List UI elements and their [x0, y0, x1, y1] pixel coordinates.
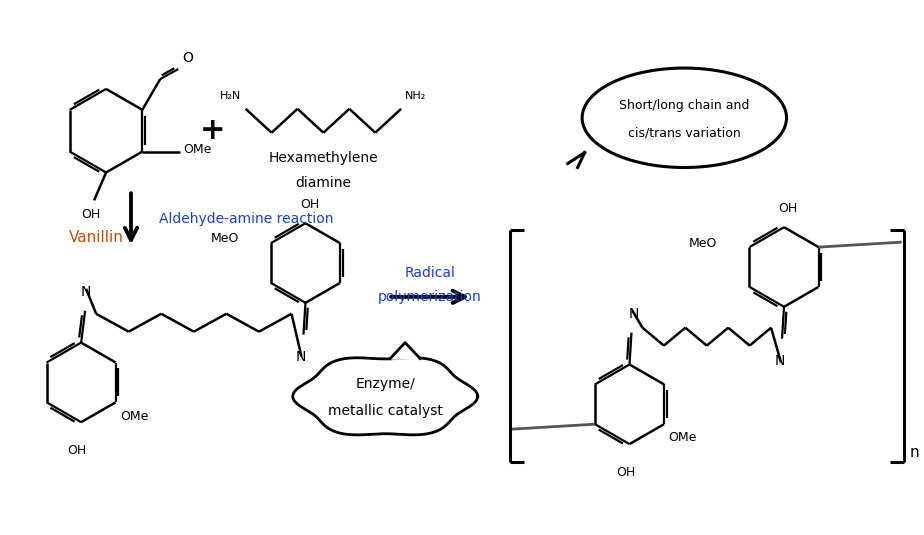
- Text: OH: OH: [299, 198, 319, 211]
- Text: n: n: [909, 445, 919, 460]
- Text: Hexamethylene: Hexamethylene: [269, 151, 378, 165]
- Text: Vanillin: Vanillin: [68, 230, 124, 245]
- Text: OMe: OMe: [121, 410, 149, 423]
- Text: Radical: Radical: [405, 266, 456, 280]
- Text: diamine: diamine: [296, 177, 351, 190]
- Text: O: O: [182, 51, 193, 65]
- Text: metallic catalyst: metallic catalyst: [328, 404, 443, 418]
- Text: N: N: [81, 285, 91, 299]
- Polygon shape: [582, 68, 786, 167]
- Text: Enzyme/: Enzyme/: [356, 377, 415, 392]
- Text: H₂N: H₂N: [219, 91, 240, 101]
- Text: OMe: OMe: [668, 431, 697, 444]
- Text: OH: OH: [67, 444, 87, 457]
- Text: MeO: MeO: [211, 232, 239, 244]
- Text: polymerization: polymerization: [378, 290, 482, 304]
- Text: Aldehyde-amine reaction: Aldehyde-amine reaction: [159, 212, 334, 226]
- Polygon shape: [293, 358, 478, 435]
- Text: OH: OH: [778, 202, 797, 215]
- Text: N: N: [628, 307, 638, 320]
- Text: N: N: [775, 354, 785, 368]
- Text: cis/trans variation: cis/trans variation: [628, 126, 741, 139]
- Text: OMe: OMe: [183, 143, 212, 156]
- Text: OH: OH: [616, 466, 635, 479]
- Text: OH: OH: [81, 208, 101, 221]
- Text: Short/long chain and: Short/long chain and: [619, 100, 749, 112]
- Text: N: N: [296, 349, 306, 364]
- Text: +: +: [200, 116, 225, 145]
- Text: NH₂: NH₂: [405, 91, 426, 101]
- Text: MeO: MeO: [689, 236, 718, 250]
